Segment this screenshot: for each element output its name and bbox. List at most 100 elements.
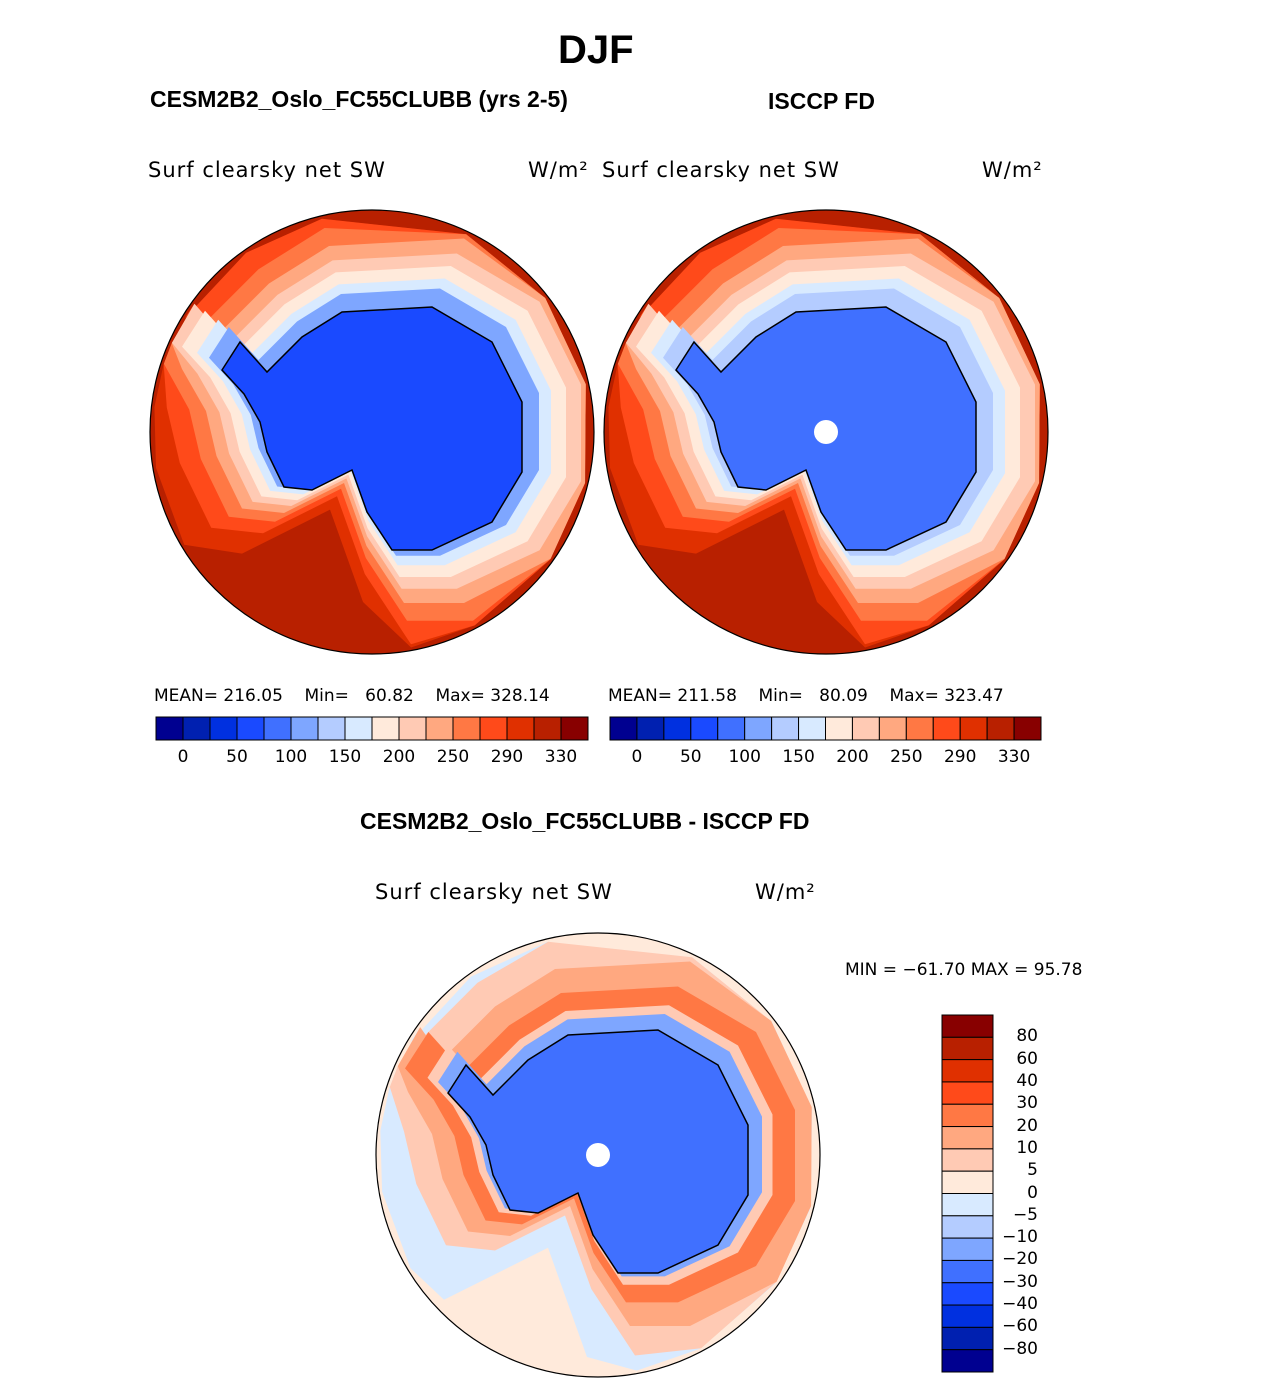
colorbar-tick-label: −30 [1002,1271,1038,1292]
colorbar-box [941,1304,994,1328]
colorbar-tick-label: 150 [782,747,815,767]
colorbar-tick-label: 0 [1027,1182,1038,1203]
colorbar-box [636,716,665,741]
colorbar-box [533,716,562,741]
colorbar-box [941,1081,994,1105]
panel2-variable: Surf clearsky net SW [602,158,840,182]
colorbar-box [290,716,319,741]
map-field [380,941,813,1371]
colorbar-tick-label: 20 [1016,1115,1038,1136]
colorbar-box [878,716,907,741]
colorbar-box [959,716,988,741]
colorbar-box [941,1282,994,1306]
colorbar-tick-label: 60 [1016,1048,1038,1069]
colorbar-box [263,716,292,741]
colorbar-box [344,716,373,741]
colorbar-tick-label: 40 [1016,1070,1038,1091]
colorbar-box [941,1103,994,1128]
colorbar-tick-label: −40 [1002,1294,1038,1315]
colorbar-box [371,716,400,741]
colorbar-tick-label: 50 [679,747,702,767]
colorbar-box [941,1215,994,1239]
colorbar-tick-label: 250 [890,747,923,767]
colorbar-box [941,1148,994,1172]
colorbar-tick-label: 80 [1016,1026,1038,1047]
colorbar-box [609,716,638,741]
map-panel-3 [375,932,821,1378]
season-title: DJF [558,28,634,72]
colorbar-box [771,716,800,741]
colorbar-tick-label: 290 [943,747,977,767]
map-boundary [149,209,595,655]
colorbar-box [506,716,535,741]
panel3-variable: Surf clearsky net SW [375,880,613,904]
colorbar-box [941,1170,994,1194]
colorbar-box [155,716,184,741]
colorbar-tick-label: −80 [1002,1338,1038,1359]
colorbar-box [452,716,481,741]
map-field [154,218,586,648]
colorbar-tick-label: 0 [177,747,189,767]
colorbar-tick-label: −60 [1002,1316,1038,1337]
panel1-units: W/m² [528,158,589,182]
colorbar-box [825,716,853,741]
colorbar-box [941,1036,994,1061]
colorbar-box [236,716,265,741]
colorbar-box [851,716,880,741]
colorbar-box [941,1193,994,1217]
colorbar-box [941,1259,994,1284]
colorbar-box [798,716,826,741]
panel1-stats: MEAN= 216.05 Min= 60.82 Max= 328.14 [154,686,550,706]
colorbar-box [941,1349,994,1373]
panel2-units: W/m² [982,158,1043,182]
colorbar-box [932,716,961,741]
panel2-stats: MEAN= 211.58 Min= 80.09 Max= 323.47 [608,686,1004,706]
colorbar-box [690,716,719,741]
map-field [608,218,1040,648]
colorbar-box [905,716,934,741]
colorbar-box [317,716,346,741]
colorbar-tick-label: 200 [382,747,416,767]
pole-hole [586,1143,610,1167]
colorbar-box [663,716,692,741]
colorbar-tick-label: 200 [836,747,869,767]
panel2-title: ISCCP FD [768,88,875,114]
panel3-title: CESM2B2_Oslo_FC55CLUBB - ISCCP FD [360,808,810,834]
colorbar-tick-label: −20 [1002,1249,1038,1270]
colorbar-box [560,716,589,741]
colorbar-box [941,1014,994,1038]
colorbar-tick-label: −5 [1012,1204,1038,1225]
map-panel-2 [603,209,1049,655]
panel3-units: W/m² [755,880,816,904]
colorbar-box [182,716,211,741]
colorbar-box [398,716,427,741]
colorbar-tick-label: 100 [274,747,308,767]
antarctica-coastline [221,306,523,551]
panel3-stats: MIN = −61.70 MAX = 95.78 [845,960,1083,980]
colorbar-tick-label: −10 [1002,1227,1038,1248]
pole-hole [814,420,838,444]
colorbar-tick-label: 50 [226,747,248,767]
colorbar-box [479,716,508,741]
map-panel-1 [149,209,595,655]
map-boundary [375,932,821,1378]
map-boundary [603,209,1049,655]
colorbar-box [425,716,454,741]
colorbar-box [986,716,1015,741]
colorbar-tick-label: 150 [328,747,362,767]
colorbar-tick-label: 290 [490,747,524,767]
colorbar-tick-label: 330 [544,747,578,767]
colorbar-tick-label: 10 [1016,1137,1038,1158]
colorbar-box [941,1237,994,1261]
colorbar-box [209,716,238,741]
colorbar-tick-label: 5 [1027,1160,1038,1181]
colorbar-tick-label: 30 [1016,1093,1038,1114]
colorbar-tick-label: 250 [436,747,470,767]
colorbar-tick-label: 100 [728,747,761,767]
panel1-title: CESM2B2_Oslo_FC55CLUBB (yrs 2-5) [150,86,568,112]
colorbar-tick-label: 0 [631,747,643,767]
colorbar-box [941,1326,994,1351]
panel1-variable: Surf clearsky net SW [148,158,386,182]
